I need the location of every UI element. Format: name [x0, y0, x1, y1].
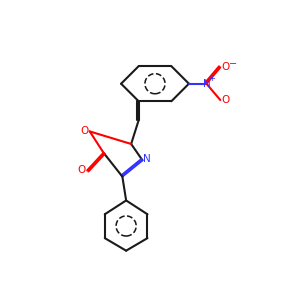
- Text: +: +: [208, 74, 215, 83]
- Text: O: O: [80, 126, 88, 136]
- Text: O: O: [222, 62, 230, 72]
- Text: O: O: [78, 165, 86, 175]
- Text: N: N: [202, 79, 210, 89]
- Text: N: N: [143, 154, 151, 164]
- Text: −: −: [229, 59, 237, 69]
- Text: O: O: [222, 95, 230, 105]
